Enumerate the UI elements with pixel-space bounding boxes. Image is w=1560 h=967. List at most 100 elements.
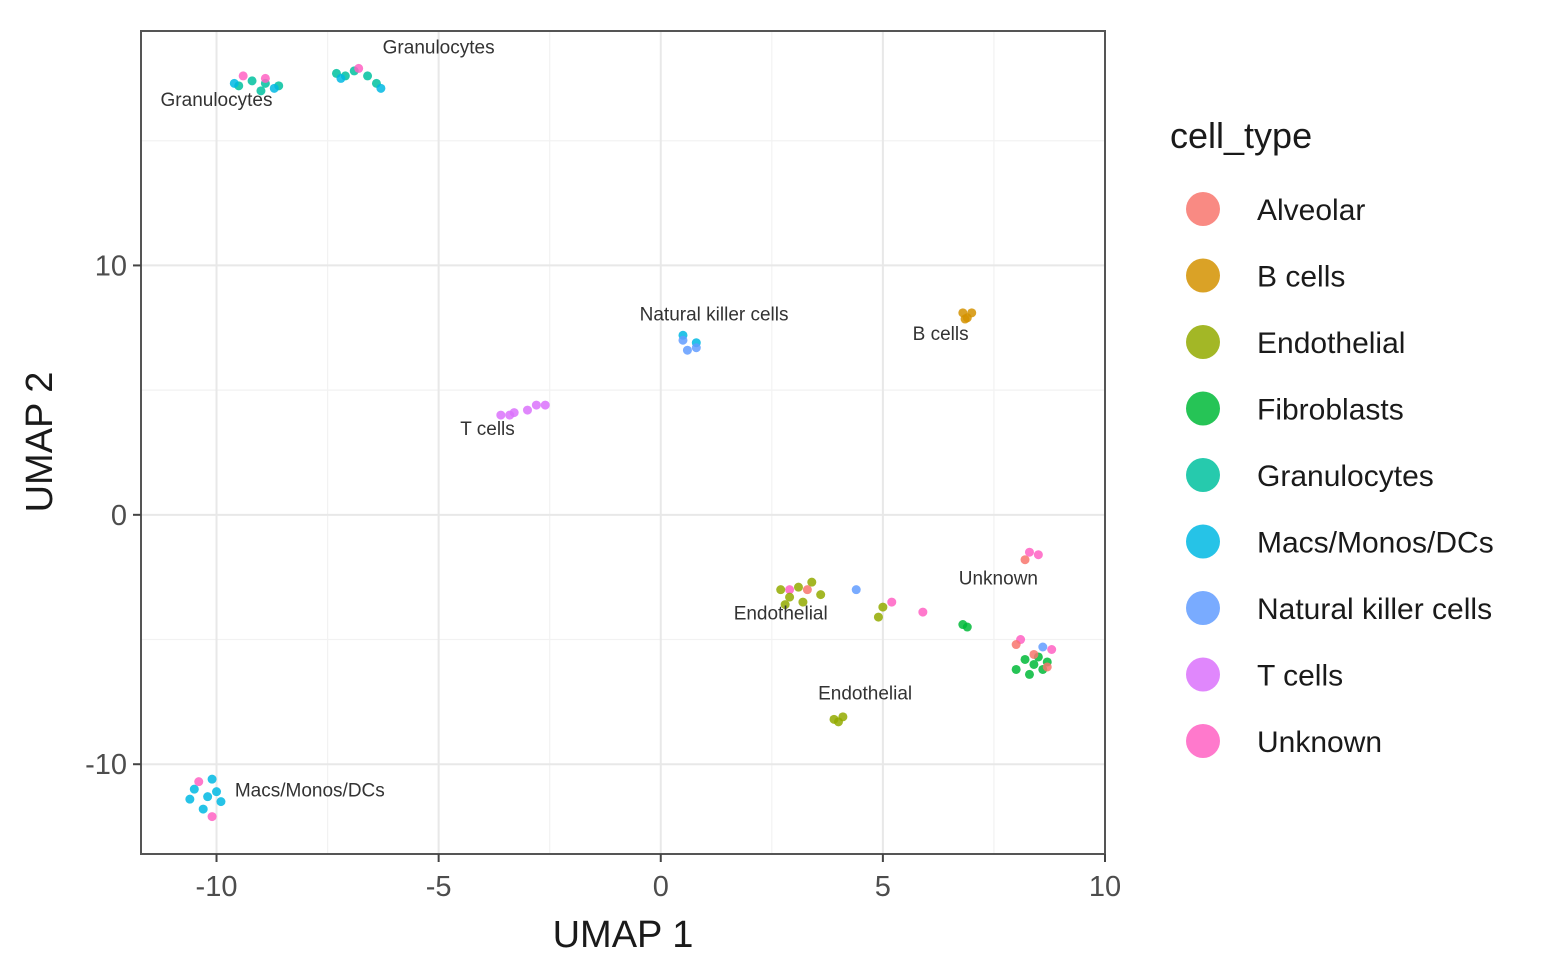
legend-swatch <box>1186 458 1220 492</box>
data-point <box>780 600 790 610</box>
data-point <box>776 585 786 595</box>
legend-label: Alveolar <box>1257 194 1365 227</box>
legend-swatch <box>1186 192 1220 226</box>
series-endothelial <box>776 577 888 727</box>
legend-item: T cells <box>1186 657 1343 693</box>
data-point <box>363 71 373 81</box>
data-point <box>785 592 795 602</box>
data-point <box>816 590 826 600</box>
data-point <box>229 78 239 88</box>
y-tick-label: -10 <box>85 749 127 781</box>
cluster-labels: Granulocytes Granulocytes Natural killer c… <box>161 37 1038 801</box>
legend-label: T cells <box>1257 660 1343 693</box>
axes: -10 -5 0 5 10 -10 0 10 <box>85 250 1121 903</box>
data-point <box>203 792 213 802</box>
data-point <box>918 607 928 617</box>
series-natural-killer-cells <box>678 335 1048 652</box>
cluster-label: Endothelial <box>818 683 912 704</box>
legend-item: Fibroblasts <box>1186 391 1404 427</box>
data-point <box>185 794 195 804</box>
data-point <box>967 308 977 318</box>
legend-swatch <box>1186 325 1220 359</box>
data-point <box>851 585 861 595</box>
legend-swatch <box>1186 591 1220 625</box>
data-point <box>269 83 279 93</box>
legend-swatch <box>1186 391 1220 426</box>
data-point <box>1011 640 1021 650</box>
data-point <box>531 400 541 410</box>
data-point <box>212 787 222 797</box>
data-point <box>189 784 199 794</box>
legend-label: Endothelial <box>1257 327 1405 360</box>
data-point <box>198 804 208 814</box>
y-tick-label: 10 <box>95 250 127 282</box>
legend-swatch <box>1186 724 1220 758</box>
series-alveolar <box>802 555 1052 672</box>
data-point <box>1029 649 1039 659</box>
legend-item: Macs/Monos/DCs <box>1186 524 1494 560</box>
plot-panel-border <box>140 30 1106 855</box>
data-point <box>1020 654 1030 664</box>
legend-label: Macs/Monos/DCs <box>1257 527 1494 560</box>
data-point <box>207 774 217 784</box>
cluster-label: Natural killer cells <box>640 304 789 325</box>
data-point <box>505 410 515 420</box>
data-point <box>207 812 217 822</box>
legend-swatch <box>1186 657 1220 692</box>
x-tick-label: 0 <box>653 871 669 903</box>
legend-swatch <box>1186 258 1220 293</box>
data-point <box>793 582 803 592</box>
data-point <box>522 405 532 415</box>
data-point <box>540 400 550 410</box>
x-tick-label: -5 <box>426 871 452 903</box>
data-point <box>1038 642 1048 652</box>
data-point <box>1024 547 1034 557</box>
data-point <box>807 577 817 587</box>
data-point <box>354 63 364 73</box>
grid-lines <box>141 31 1106 854</box>
legend-swatch <box>1186 524 1220 559</box>
legend-item: Granulocytes <box>1186 458 1434 493</box>
cluster-label: Unknown <box>959 569 1038 590</box>
legend-title: cell_type <box>1170 115 1312 156</box>
data-point <box>256 86 266 96</box>
x-tick-label: 5 <box>875 871 891 903</box>
data-point <box>678 335 688 345</box>
series-granulocytes <box>234 66 381 96</box>
data-point <box>1011 664 1021 674</box>
legend: cell_type Alveolar B cells Endothelial Fibr… <box>1170 115 1494 759</box>
x-tick-label: 10 <box>1089 871 1121 903</box>
data-point <box>1033 550 1043 560</box>
data-point <box>691 343 701 353</box>
data-points <box>185 63 1057 822</box>
data-point <box>260 73 270 83</box>
y-axis-title: UMAP 2 <box>19 372 61 513</box>
legend-label: Fibroblasts <box>1257 394 1404 427</box>
cluster-label: Endothelial <box>734 604 828 625</box>
data-point <box>238 71 248 81</box>
y-tick-label: 0 <box>111 500 127 532</box>
data-point <box>887 597 897 607</box>
legend-label: Natural killer cells <box>1257 593 1492 626</box>
legend-label: B cells <box>1257 261 1345 294</box>
data-point <box>496 410 506 420</box>
data-point <box>1029 659 1039 669</box>
series-t-cells <box>496 400 550 420</box>
legend-label: Unknown <box>1257 726 1382 759</box>
data-point <box>194 777 204 787</box>
cluster-label: Granulocytes <box>383 37 495 58</box>
data-point <box>960 314 970 324</box>
data-point <box>838 712 848 722</box>
data-point <box>802 585 812 595</box>
cluster-label: T cells <box>460 419 515 440</box>
data-point <box>336 73 346 83</box>
cluster-label: Granulocytes <box>161 90 273 111</box>
x-axis-title: UMAP 1 <box>553 914 694 956</box>
data-point <box>682 345 692 355</box>
x-tick-label: -10 <box>196 871 238 903</box>
data-point <box>216 797 226 807</box>
data-point <box>1020 555 1030 565</box>
legend-item: Endothelial <box>1186 325 1405 360</box>
data-point <box>247 76 257 86</box>
